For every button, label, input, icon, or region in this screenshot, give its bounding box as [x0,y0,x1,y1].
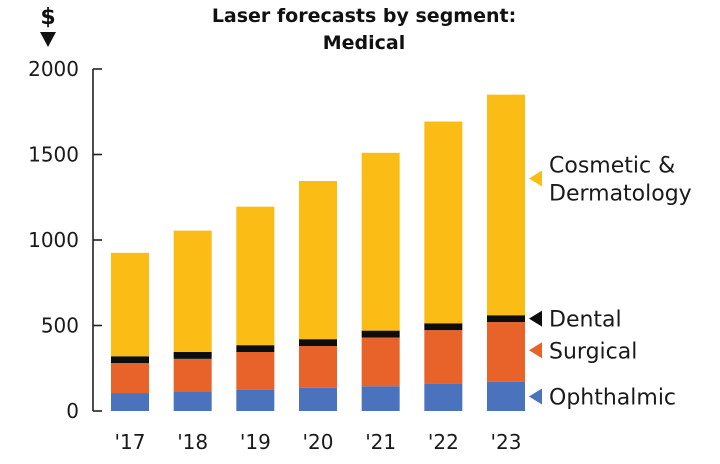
legend-item-dental: Dental [529,308,622,333]
x-tick-label: '21 [365,430,396,454]
bar-segment-cosmetic-dermatology [487,94,525,316]
legend: Cosmetic & Dermatology Dental Surgical Ophth… [529,153,692,410]
bars [111,94,525,411]
x-tick-label: '18 [177,430,208,454]
legend-item-cosmetic-dermatology: Cosmetic & Dermatology [529,153,692,206]
bar-segment-dental [236,345,275,353]
x-tick-label: '19 [240,430,271,454]
y-axis: 0 500 1000 1500 2000 [28,57,102,423]
bar-segment-dental [361,330,400,338]
x-tick-label: '23 [491,430,522,454]
x-tick-label: '17 [115,430,146,454]
bar-segment-cosmetic-dermatology [111,252,149,357]
legend-label: Surgical [549,339,637,364]
bar-segment-ophthalmic [487,381,525,411]
bar-segment-cosmetic-dermatology [361,152,400,331]
legend-marker-icon [529,170,542,187]
legend-marker-icon [529,310,542,327]
y-tick-label: 500 [41,314,79,338]
x-tick-label: '22 [428,430,459,454]
legend-marker-icon [529,388,542,405]
legend-label: Cosmetic & [549,153,675,178]
legend-label: Ophthalmic [549,385,676,410]
bar-segment-surgical [487,322,525,382]
bar-segment-ophthalmic [111,393,149,411]
bar-segment-surgical [361,337,400,387]
bar-segment-surgical [299,346,337,388]
legend-label: Dermatology [549,181,692,206]
y-tick-label: 1500 [28,143,79,167]
y-unit-arrow-icon [40,32,56,47]
bar-segment-ophthalmic [173,391,212,411]
bar-segment-dental [111,356,149,364]
y-tick-label: 0 [66,399,79,423]
bar-segment-dental [424,323,463,331]
bar-segment-cosmetic-dermatology [299,181,337,340]
bar-segment-dental [487,315,525,323]
bar-segment-dental [173,352,212,359]
bar-segment-surgical [236,352,275,390]
x-axis-labels: '17 '18 '19 '20 '21 '22 '23 [115,430,522,454]
legend-label: Dental [549,308,622,333]
y-tick-label: 2000 [28,57,79,81]
bar-segment-surgical [424,330,463,384]
legend-item-surgical: Surgical [529,339,637,364]
bar-segment-cosmetic-dermatology [424,121,463,324]
legend-marker-icon [529,342,542,359]
legend-item-ophthalmic: Ophthalmic [529,385,676,410]
bar-segment-ophthalmic [424,383,463,411]
chart-title-line-2: Medical [323,32,406,54]
bar-segment-cosmetic-dermatology [173,230,212,353]
bar-segment-ophthalmic [236,389,275,411]
x-tick-label: '20 [303,430,334,454]
bar-segment-dental [299,339,337,347]
chart-title-line-1: Laser forecasts by segment: [212,5,516,27]
y-tick-label: 1000 [28,228,79,252]
bar-segment-surgical [173,358,212,392]
bar-segment-ophthalmic [299,387,337,411]
y-unit-label: $ [40,5,55,30]
bar-segment-ophthalmic [361,386,400,411]
bar-segment-cosmetic-dermatology [236,206,275,346]
bar-segment-surgical [111,363,149,394]
